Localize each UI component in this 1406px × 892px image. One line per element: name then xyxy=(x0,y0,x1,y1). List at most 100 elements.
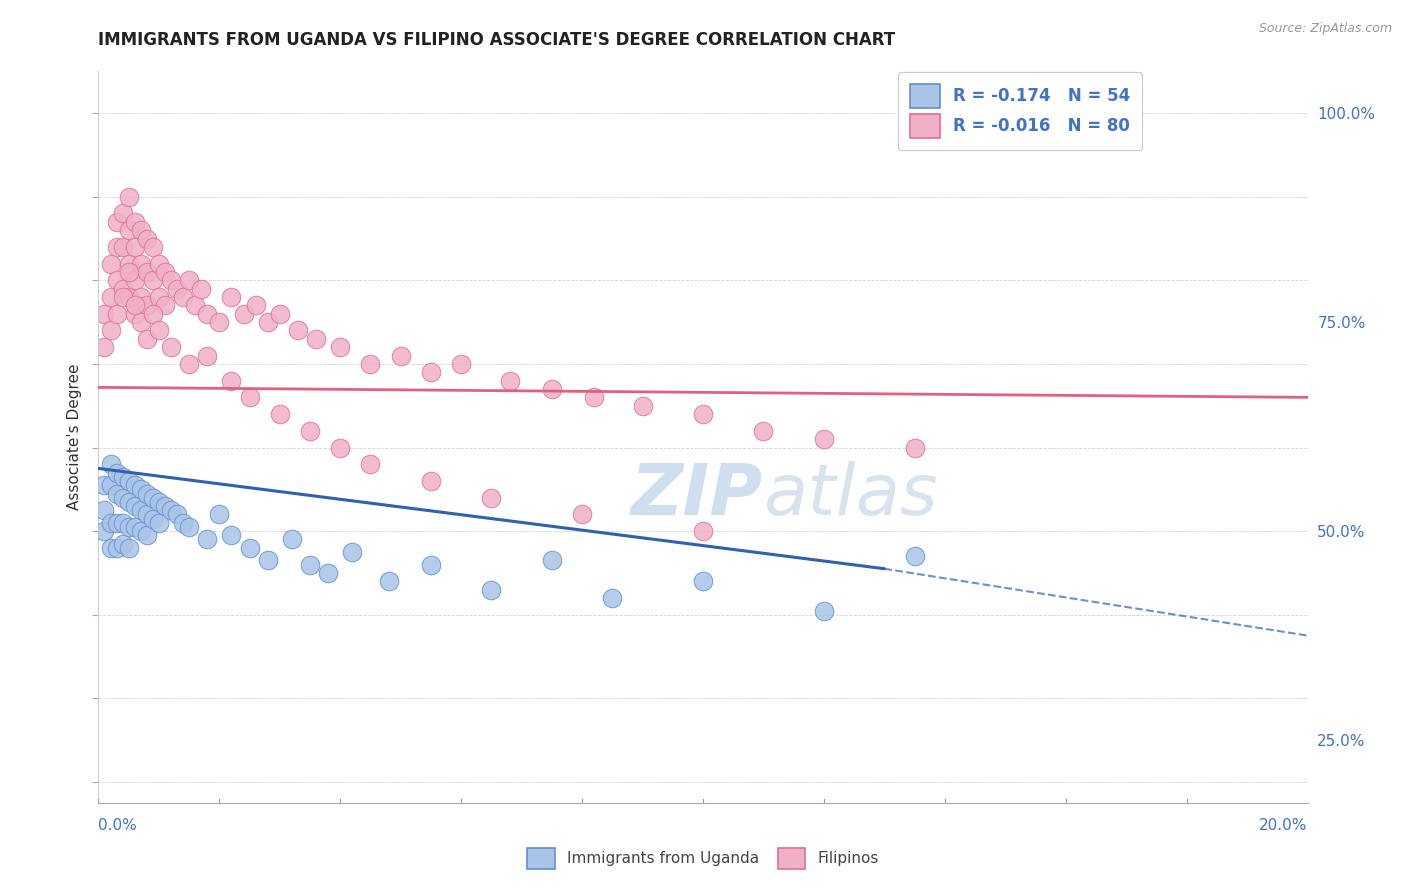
Point xyxy=(692,574,714,589)
Point xyxy=(118,265,141,279)
Point xyxy=(142,240,165,254)
Point xyxy=(135,332,157,346)
Point xyxy=(450,357,472,371)
Point xyxy=(118,223,141,237)
Point xyxy=(904,441,927,455)
Point xyxy=(100,290,122,304)
Point xyxy=(105,273,128,287)
Point xyxy=(160,273,183,287)
Point xyxy=(360,357,382,371)
Point xyxy=(129,290,152,304)
Point xyxy=(93,503,115,517)
Point xyxy=(190,282,212,296)
Point xyxy=(299,424,322,438)
Point xyxy=(305,332,328,346)
Point xyxy=(208,315,231,329)
Point xyxy=(239,390,262,404)
Point xyxy=(221,374,243,388)
Point xyxy=(583,390,606,404)
Point xyxy=(118,520,141,534)
Point xyxy=(153,265,176,279)
Point xyxy=(179,357,201,371)
Point xyxy=(221,290,243,304)
Point xyxy=(239,541,262,555)
Point xyxy=(111,206,134,220)
Point xyxy=(111,470,134,484)
Point xyxy=(124,298,146,312)
Point xyxy=(105,240,128,254)
Point xyxy=(100,541,122,555)
Point xyxy=(111,240,134,254)
Point xyxy=(904,549,927,564)
Point xyxy=(129,315,152,329)
Point xyxy=(135,298,157,312)
Point xyxy=(148,516,170,530)
Point xyxy=(172,290,194,304)
Point xyxy=(100,478,122,492)
Point xyxy=(540,382,562,396)
Point xyxy=(195,349,218,363)
Point xyxy=(135,508,157,522)
Point xyxy=(148,257,170,271)
Point xyxy=(142,307,165,321)
Text: 20.0%: 20.0% xyxy=(1260,818,1308,833)
Point xyxy=(377,574,399,589)
Point xyxy=(160,340,183,354)
Point xyxy=(166,508,188,522)
Text: IMMIGRANTS FROM UGANDA VS FILIPINO ASSOCIATE'S DEGREE CORRELATION CHART: IMMIGRANTS FROM UGANDA VS FILIPINO ASSOC… xyxy=(98,31,896,49)
Point xyxy=(118,190,141,204)
Point xyxy=(93,307,115,321)
Point xyxy=(93,524,115,538)
Point xyxy=(111,290,134,304)
Point xyxy=(124,240,146,254)
Point xyxy=(316,566,339,580)
Y-axis label: Associate's Degree: Associate's Degree xyxy=(66,364,82,510)
Point xyxy=(111,516,134,530)
Point xyxy=(195,307,218,321)
Point xyxy=(232,307,254,321)
Point xyxy=(420,474,443,488)
Point xyxy=(142,491,165,505)
Point xyxy=(481,491,503,505)
Point xyxy=(498,374,520,388)
Point xyxy=(287,324,309,338)
Point xyxy=(540,553,562,567)
Point xyxy=(342,545,364,559)
Point xyxy=(105,307,128,321)
Point xyxy=(208,508,231,522)
Point xyxy=(299,558,322,572)
Point xyxy=(153,298,176,312)
Point xyxy=(124,499,146,513)
Point xyxy=(179,273,201,287)
Point xyxy=(153,499,176,513)
Point xyxy=(813,432,835,446)
Point xyxy=(160,503,183,517)
Point xyxy=(135,528,157,542)
Point xyxy=(135,486,157,500)
Point xyxy=(100,257,122,271)
Point xyxy=(195,533,218,547)
Point xyxy=(148,290,170,304)
Point xyxy=(148,495,170,509)
Point xyxy=(118,495,141,509)
Legend: R = -0.174   N = 54, R = -0.016   N = 80: R = -0.174 N = 54, R = -0.016 N = 80 xyxy=(898,72,1142,150)
Text: ZIP: ZIP xyxy=(631,461,763,530)
Point xyxy=(813,603,835,617)
Legend: Immigrants from Uganda, Filipinos: Immigrants from Uganda, Filipinos xyxy=(522,841,884,875)
Point xyxy=(100,324,122,338)
Point xyxy=(256,315,278,329)
Point xyxy=(221,528,243,542)
Point xyxy=(105,486,128,500)
Point xyxy=(105,466,128,480)
Point xyxy=(142,511,165,525)
Point xyxy=(245,298,267,312)
Point xyxy=(118,541,141,555)
Point xyxy=(111,282,134,296)
Point xyxy=(111,536,134,550)
Point xyxy=(118,474,141,488)
Point xyxy=(124,520,146,534)
Point xyxy=(256,553,278,567)
Point xyxy=(142,273,165,287)
Point xyxy=(93,478,115,492)
Point xyxy=(105,215,128,229)
